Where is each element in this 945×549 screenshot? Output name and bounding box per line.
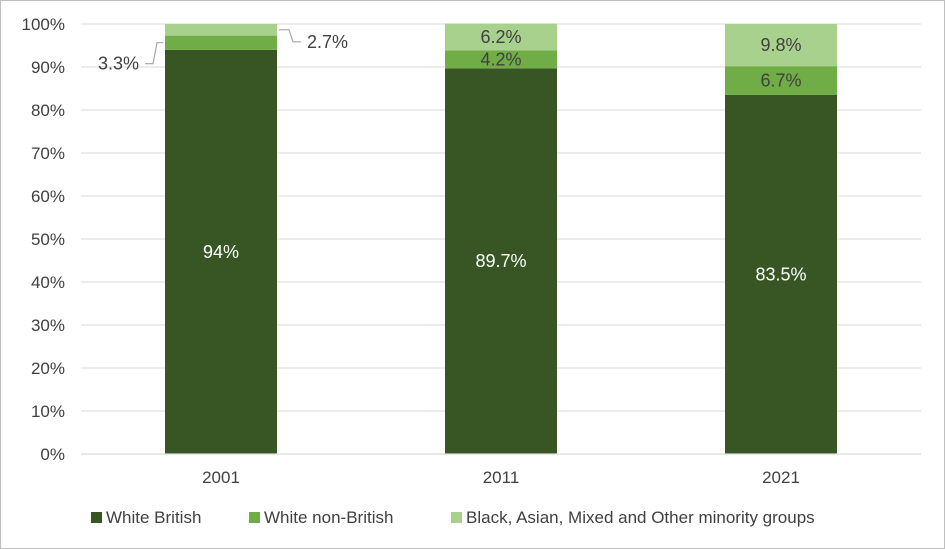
- data-label: 94%: [203, 242, 239, 262]
- data-label: 83.5%: [755, 264, 806, 284]
- leader-line: [145, 42, 163, 65]
- legend: White British White non-British Black, Asi…: [91, 508, 815, 527]
- bar-segment-2001-3: [165, 24, 277, 36]
- bar-segment-2001-1: [165, 49, 277, 455]
- x-tick-label: 2011: [483, 468, 520, 487]
- bar-segment-2011-3: [445, 23, 557, 51]
- data-labels: 94% 3.3% 2.7% 89.7% 4.2%6.2% 83.5% 6.7% 9.8%: [98, 27, 807, 285]
- x-tick-label: 2021: [762, 468, 800, 487]
- data-label: 4.2%: [480, 49, 521, 69]
- y-axis-ticks: 0% 10% 20% 30% 40% 50% 60% 70% 80% 90% 100%: [22, 15, 65, 464]
- legend-label: White British: [106, 508, 201, 527]
- data-label: 3.3%: [98, 54, 139, 74]
- y-tick-label: 100%: [22, 15, 65, 34]
- leader-line: [279, 29, 301, 43]
- legend-label: Black, Asian, Mixed and Other minority g…: [466, 508, 815, 527]
- legend-swatch: [91, 512, 102, 523]
- bar-segment-2021-3: [725, 24, 837, 67]
- x-tick-label: 2001: [202, 468, 240, 487]
- data-label: 9.8%: [760, 35, 801, 55]
- y-tick-label: 50%: [31, 230, 65, 249]
- y-tick-label: 90%: [31, 58, 65, 77]
- legend-swatch: [451, 512, 462, 523]
- y-tick-label: 20%: [31, 359, 65, 378]
- data-label: 2.7%: [307, 32, 348, 52]
- data-label: 6.7%: [760, 71, 801, 91]
- bar-segment-2011-1: [445, 68, 557, 454]
- legend-label: White non-British: [264, 508, 393, 527]
- y-tick-label: 80%: [31, 101, 65, 120]
- bar-segment-2021-1: [725, 94, 837, 454]
- bar-segment-2011-2: [445, 50, 557, 69]
- legend-swatch: [249, 512, 260, 523]
- y-tick-label: 40%: [31, 273, 65, 292]
- y-tick-label: 0%: [40, 445, 65, 464]
- y-tick-label: 70%: [31, 144, 65, 163]
- data-label: 6.2%: [480, 27, 521, 47]
- y-tick-label: 10%: [31, 402, 65, 421]
- bar-segment-2001-2: [165, 35, 277, 50]
- y-tick-label: 30%: [31, 316, 65, 335]
- data-label: 89.7%: [475, 251, 526, 271]
- bar-segment-2021-2: [725, 66, 837, 95]
- bars: [165, 23, 837, 455]
- y-tick-label: 60%: [31, 187, 65, 206]
- x-axis: 2001 2011 2021: [81, 453, 921, 487]
